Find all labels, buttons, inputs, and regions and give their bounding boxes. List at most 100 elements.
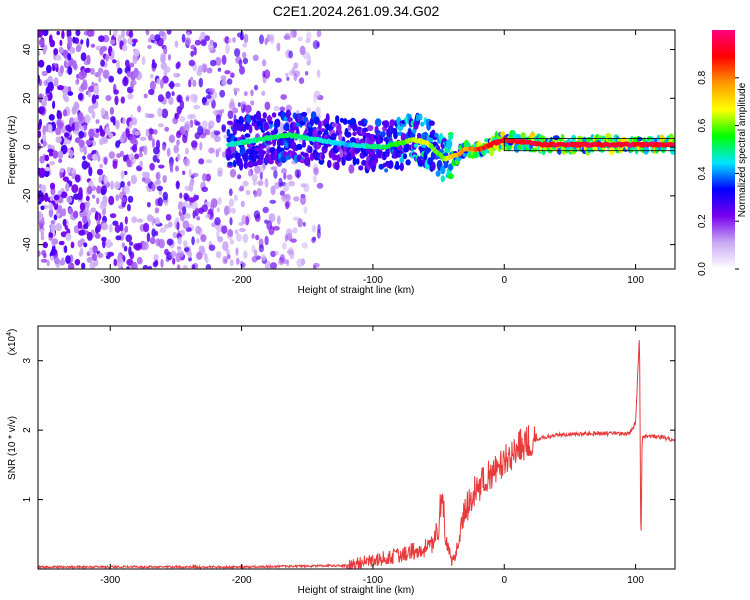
spectrogram-cell — [643, 145, 650, 155]
spectrogram-cell — [65, 232, 72, 241]
spectrogram-cell — [76, 74, 80, 79]
spectrogram-cell — [242, 233, 249, 244]
spectrogram-cell — [80, 52, 87, 62]
spectrogram-cell — [38, 130, 42, 138]
spectrogram-cell — [176, 153, 181, 161]
spectrogram-cell — [189, 197, 196, 203]
spectrogram-cell — [77, 220, 83, 230]
spectrogram-cell — [214, 217, 221, 226]
spectrogram-cell — [81, 211, 88, 216]
spectrogram-cell — [121, 30, 126, 39]
spectrogram-cell — [40, 258, 48, 263]
spectrogram-cell — [263, 121, 269, 131]
spectrogram-cell — [230, 145, 237, 153]
snr-x-tick-label: -100 — [363, 575, 383, 586]
spectrogram-cell — [71, 184, 79, 194]
spectrogram-cell — [58, 240, 65, 246]
spectrogram-cell — [239, 185, 245, 192]
snr-plot-area — [38, 326, 675, 569]
spectrogram-cell — [159, 79, 164, 89]
spectrogram-cell — [216, 230, 220, 239]
spectrogram-cell — [141, 56, 146, 66]
spectrogram-cell — [384, 168, 388, 173]
spectrogram-cell — [266, 140, 273, 145]
spectrogram-cell — [448, 134, 454, 140]
spectrogram-cell — [59, 39, 63, 47]
spectrogram-cell — [157, 94, 164, 103]
spectrogram-cell — [331, 122, 337, 128]
spectrogram-cell — [57, 190, 62, 195]
spectrogram-cell — [268, 213, 276, 223]
spectrogram-cell — [80, 39, 84, 45]
spectrogram-cell — [288, 117, 292, 122]
colorbar-tick-label: 0.0 — [697, 262, 708, 276]
spectrogram-cell — [128, 153, 134, 159]
spectrogram-cell — [96, 223, 102, 233]
spectrogram-cell — [59, 167, 64, 174]
spectrogram-cell — [39, 38, 45, 46]
spectrogram-cell — [67, 66, 73, 75]
spectrogram-cell — [128, 246, 132, 256]
spectrogram-cell — [221, 79, 228, 87]
spectrogram-cell — [100, 59, 105, 67]
snr-y-tick-label: 3 — [22, 357, 33, 363]
spectrogram-cell — [248, 124, 253, 134]
spectrogram-cell — [304, 71, 309, 76]
spectrogram-cell — [105, 126, 111, 136]
spectrogram-cell — [48, 202, 54, 211]
spectrogram-cell — [123, 154, 127, 162]
spectrogram-cell — [147, 113, 155, 119]
spectrogram-cell — [195, 121, 201, 126]
spectrogram-cell — [99, 125, 103, 133]
spectrogram-cell — [87, 91, 92, 98]
spectrogram-cell — [205, 257, 209, 264]
spectrogram-cell — [56, 109, 60, 119]
spectrogram-cell — [425, 162, 429, 170]
spectrogram-cell — [286, 76, 290, 81]
spectrogram-frame — [37, 29, 676, 270]
spectrogram-cell — [175, 131, 182, 139]
spectrogram-cell — [183, 213, 191, 219]
spectrogram-cell — [147, 265, 153, 269]
spectrogram-cell — [100, 107, 106, 116]
spectrogram-cell — [117, 254, 122, 263]
spectrogram-cell — [192, 210, 196, 219]
spectrogram-cell — [271, 112, 277, 118]
spectrogram-cell — [136, 242, 143, 250]
spectrogram-cell — [247, 169, 252, 177]
spectrogram-cell — [38, 250, 41, 257]
spectrogram-cell — [42, 47, 47, 55]
spectrogram-cell — [243, 161, 248, 170]
spectrogram-cell — [225, 249, 230, 255]
spectrogram-cell — [270, 185, 276, 196]
spectrogram-cell — [243, 33, 249, 44]
spectrogram-cell — [146, 232, 151, 243]
spectrogram-cell — [182, 206, 187, 216]
spectrogram-cell — [143, 93, 148, 99]
spectrogram-cell — [191, 172, 199, 178]
spectrogram-cell — [152, 261, 158, 268]
spectrogram-cell — [244, 133, 251, 138]
spectrogram-cell — [636, 136, 643, 142]
spectrogram-cell — [300, 195, 306, 206]
spectrogram-cell — [62, 91, 68, 101]
spectrogram-cell — [229, 259, 234, 267]
spectrogram-cell — [129, 121, 133, 129]
spectrogram-cell — [228, 101, 236, 110]
spectrogram-cell — [208, 147, 215, 154]
spectrogram-cell — [42, 241, 48, 249]
spectrogram-cell — [389, 119, 396, 127]
spectrogram-cell — [168, 134, 175, 143]
spectrogram-cell — [86, 54, 91, 65]
snr-multiplier-label: (x104) — [6, 329, 18, 356]
spectrogram-cell — [91, 253, 98, 261]
spectrogram-cell — [183, 157, 191, 167]
spectrogram-cell — [145, 128, 150, 137]
spectrogram-cell — [302, 140, 307, 148]
spectrogram-cell — [151, 138, 155, 148]
spectrogram-cell — [268, 159, 274, 165]
spectrogram-cell — [231, 152, 236, 158]
spectrogram-cell — [175, 217, 180, 222]
spectrogram-cell — [43, 95, 49, 102]
